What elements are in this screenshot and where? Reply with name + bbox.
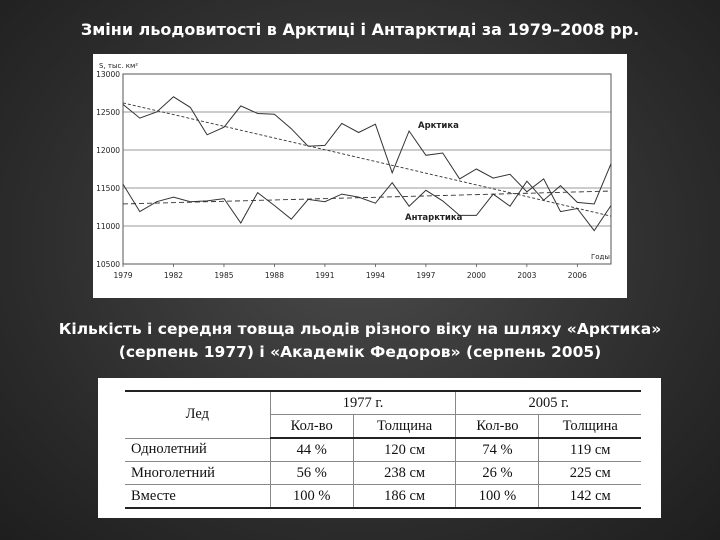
y-tick-label: 10500 bbox=[96, 260, 120, 269]
col-ice-header: Лед bbox=[125, 390, 271, 439]
series-line-antarctic bbox=[122, 163, 612, 224]
ice-table: Лед 1977 г. 2005 г. Кол-во Толщина Кол-в… bbox=[125, 390, 641, 509]
table-row: Однолетний 44 % 120 см 74 % 119 см bbox=[125, 437, 641, 462]
x-tick-label: 1994 bbox=[366, 271, 385, 280]
sub-count-1977: Кол-во bbox=[269, 414, 354, 439]
x-tick-label: 1988 bbox=[265, 271, 284, 280]
x-axis-label: Годы bbox=[591, 253, 610, 261]
row-label: Вместе bbox=[125, 484, 271, 509]
y-axis-label: S, тыс. км² bbox=[99, 62, 138, 70]
annotation-arctic: Арктика bbox=[418, 121, 459, 131]
y-tick-label: 11000 bbox=[96, 222, 120, 231]
cell-count-2005: 26 % bbox=[455, 461, 539, 485]
cell-thick-1977: 120 см bbox=[352, 437, 456, 462]
cell-count-2005: 100 % bbox=[455, 484, 539, 509]
y-tick-label: 12500 bbox=[96, 108, 120, 117]
cell-count-2005: 74 % bbox=[455, 437, 539, 462]
trend-line-antarctic bbox=[122, 190, 612, 205]
cell-count-1977: 100 % bbox=[269, 484, 354, 509]
title-bottom-line1: Кількість і середня товща льодів різного… bbox=[58, 320, 662, 338]
cell-thick-2005: 119 см bbox=[538, 437, 641, 462]
cell-thick-1977: 186 см bbox=[352, 484, 456, 509]
ice-table-panel: Лед 1977 г. 2005 г. Кол-во Толщина Кол-в… bbox=[98, 378, 661, 518]
cell-thick-2005: 142 см bbox=[538, 484, 641, 509]
cell-count-1977: 44 % bbox=[269, 437, 354, 462]
sub-thick-2005: Толщина bbox=[538, 414, 641, 439]
slide-title-top: Зміни льодовитості в Арктиці і Антарктид… bbox=[80, 20, 640, 39]
table-row: Вместе 100 % 186 см 100 % 142 см bbox=[125, 484, 641, 509]
slide-title-bottom: Кількість і середня товща льодів різного… bbox=[10, 318, 710, 364]
x-tick-label: 1982 bbox=[164, 271, 183, 280]
ice-area-chart: 10500 11000 11500 12000 12500 13000 1979 1982 19… bbox=[93, 54, 627, 298]
series-line-arctic bbox=[122, 96, 612, 232]
sub-count-2005: Кол-во bbox=[455, 414, 539, 439]
cell-thick-1977: 238 см bbox=[352, 461, 456, 485]
x-tick-label: 2000 bbox=[467, 271, 486, 280]
row-label: Однолетний bbox=[125, 437, 271, 462]
row-label: Многолетний bbox=[125, 461, 271, 485]
x-tick-label: 1985 bbox=[214, 271, 233, 280]
title-bottom-line2: (серпень 1977) і «Академік Федоров» (сер… bbox=[118, 343, 602, 361]
table-row: Многолетний 56 % 238 см 26 % 225 см bbox=[125, 461, 641, 485]
sub-thick-1977: Толщина bbox=[352, 414, 456, 439]
year1-header: 1977 г. bbox=[269, 390, 456, 415]
y-tick-label: 11500 bbox=[96, 184, 120, 193]
x-tick-label: 1979 bbox=[113, 271, 132, 280]
x-tick-label: 1997 bbox=[416, 271, 435, 280]
x-tick-label: 1991 bbox=[315, 271, 334, 280]
year2-header: 2005 г. bbox=[455, 390, 641, 415]
cell-count-1977: 56 % bbox=[269, 461, 354, 485]
annotation-antarctic: Антарктика bbox=[405, 213, 463, 223]
trend-line-arctic bbox=[122, 102, 612, 217]
chart-svg: 10500 11000 11500 12000 12500 13000 1979 1982 19… bbox=[96, 62, 612, 280]
plot-frame bbox=[122, 73, 612, 265]
x-tick-label: 2003 bbox=[517, 271, 536, 280]
x-tick-label: 2006 bbox=[568, 271, 587, 280]
cell-thick-2005: 225 см bbox=[538, 461, 641, 485]
y-tick-label: 13000 bbox=[96, 70, 120, 79]
y-tick-label: 12000 bbox=[96, 146, 120, 155]
